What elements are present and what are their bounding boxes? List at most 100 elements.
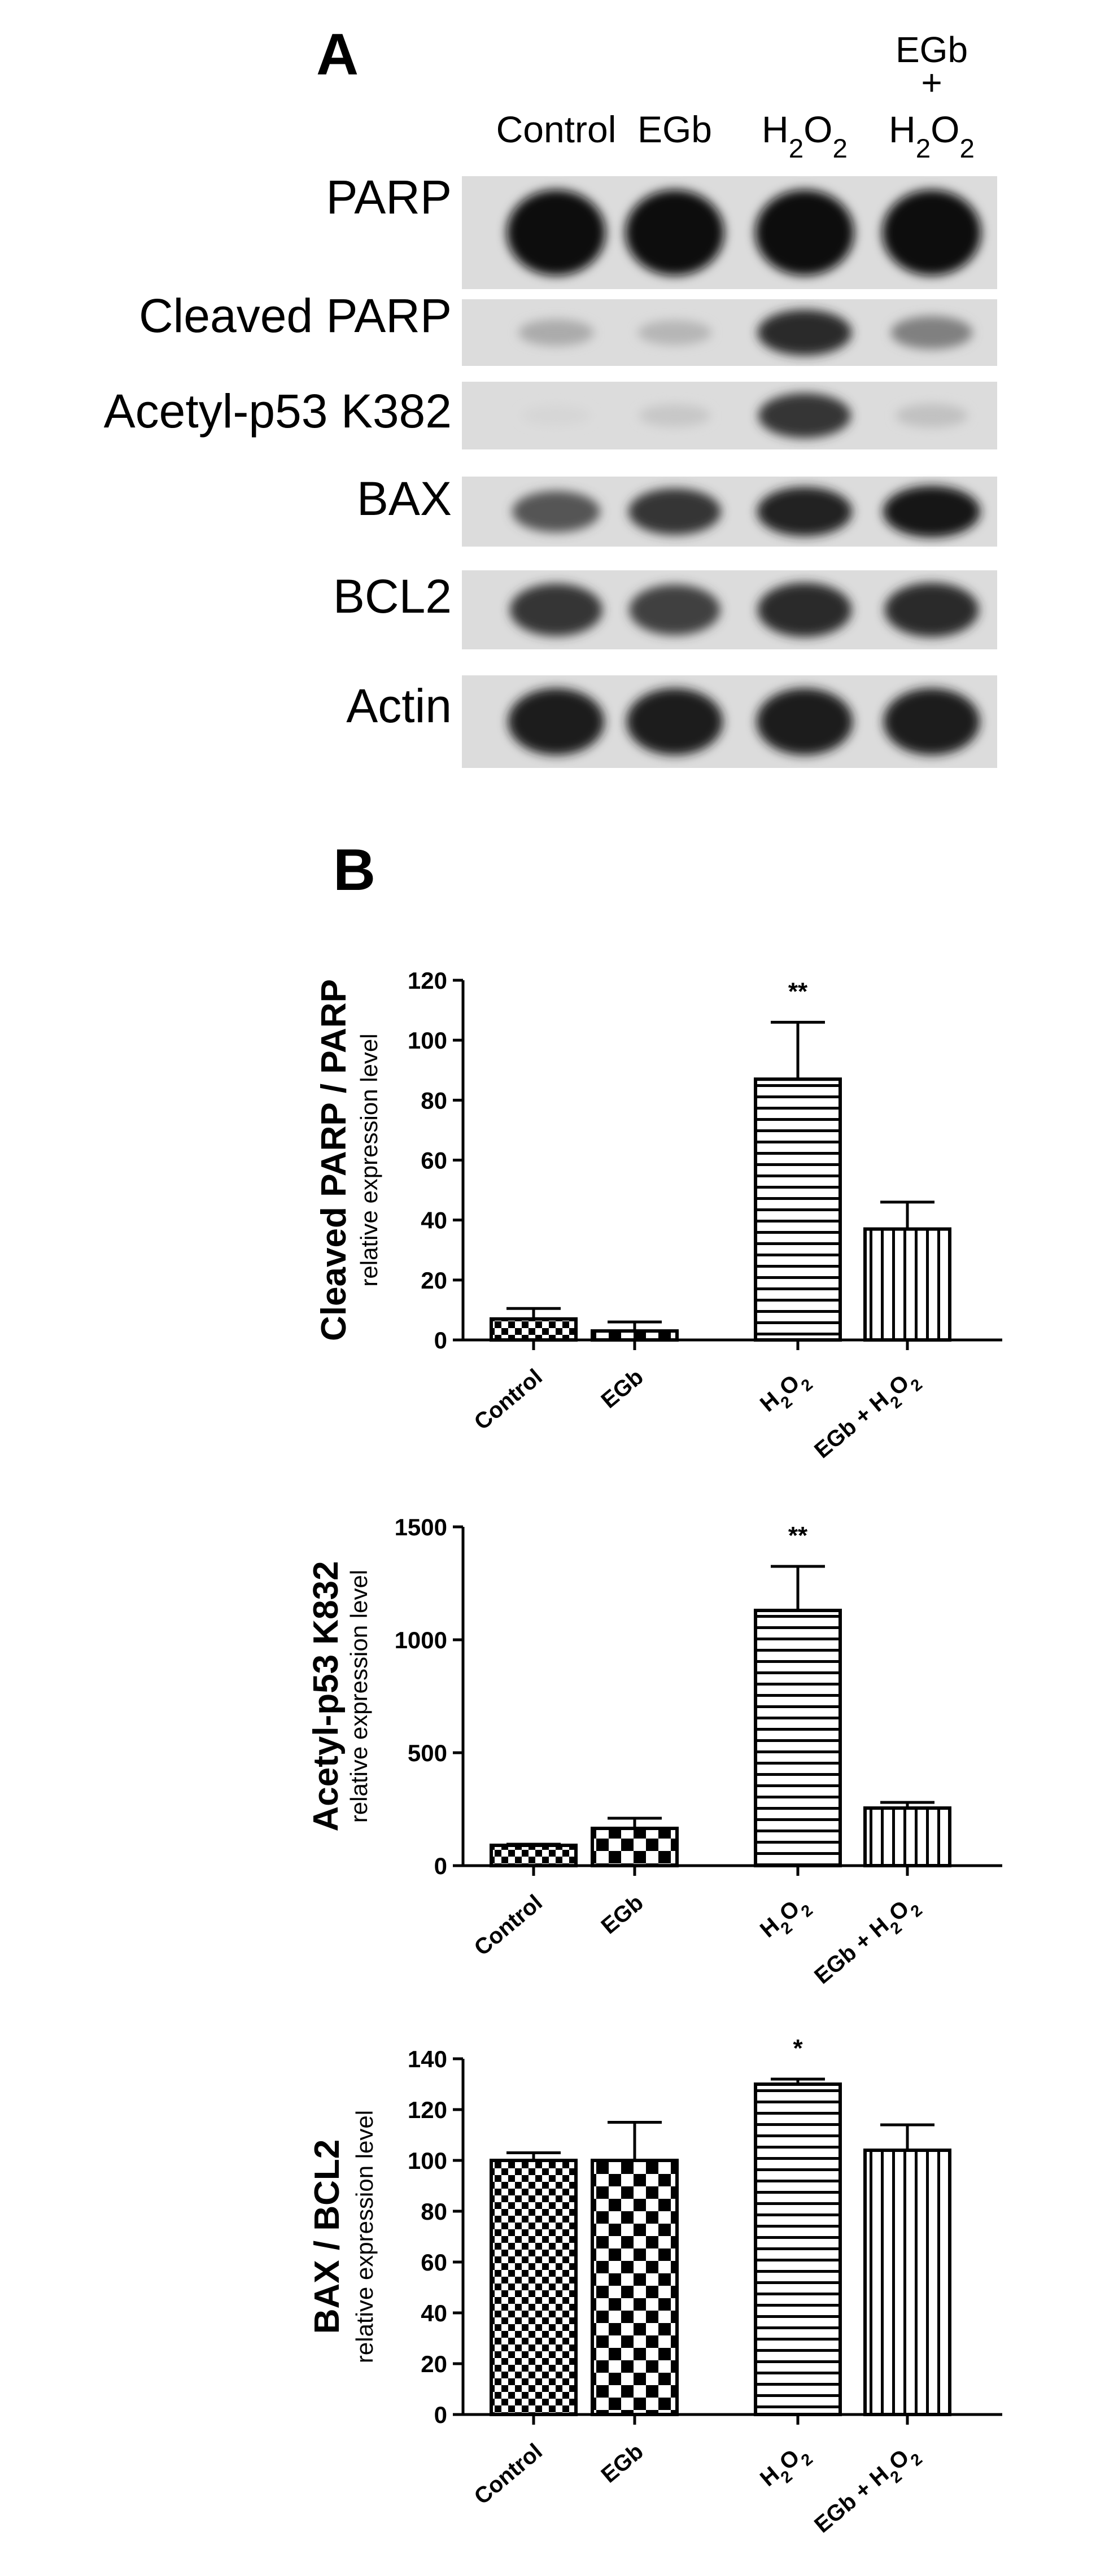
blot-band (883, 486, 981, 538)
lane-header-label: H2O2 (762, 108, 848, 164)
x-tick-label: H2O2 (755, 1890, 816, 1949)
blot-band (625, 190, 724, 276)
blot-label: Acetyl-p53 K382 (104, 385, 452, 438)
blot-label: BCL2 (333, 570, 452, 623)
x-tick-label: H2O2 (755, 1364, 816, 1423)
lane-header-2: EGb (637, 108, 712, 150)
significance-marker: * (793, 2034, 803, 2062)
x-tick-label: H2O2 (755, 2439, 816, 2498)
blot-band (508, 688, 605, 756)
y-tick-label: 20 (421, 2351, 447, 2377)
blot-band (518, 319, 594, 346)
significance-marker: ** (788, 977, 808, 1005)
chart-cleaved-parp: Cleaved PARP / PARP relative expression l… (315, 967, 1002, 1469)
bar (591, 1827, 679, 1867)
panel-b-letter: B (333, 837, 375, 903)
blot-band (755, 190, 854, 276)
lane-header-line: EGb (896, 29, 968, 70)
x-tick-label: EGb (597, 1890, 648, 1939)
x-tick-label: EGb + H2O2 (810, 2439, 926, 2544)
blot-band (639, 404, 711, 427)
y-tick-label: 40 (421, 1207, 447, 1234)
blot-row: BCL2 (333, 570, 997, 649)
y-tick-label: 500 (408, 1740, 447, 1766)
bar (754, 2082, 842, 2416)
x-tick-label: Control (470, 2439, 547, 2509)
y-axis-title: BAX / BCL2 (308, 2140, 347, 2334)
bar (754, 1077, 842, 1342)
blot-band (629, 584, 720, 635)
blot-band (756, 688, 853, 756)
bar (490, 1844, 578, 1867)
y-axis-subtitle: relative expression level (356, 1033, 382, 1286)
y-tick-label: 60 (421, 2249, 447, 2276)
x-tick-label: Control (470, 1890, 547, 1961)
lane-header-3: H2O2 (762, 108, 848, 164)
bar (863, 1227, 951, 1342)
blot-row: Actin (346, 675, 997, 768)
blot-band (757, 487, 853, 536)
lane-header-label: EGb (637, 108, 712, 150)
blot-label: BAX (357, 472, 452, 525)
blot-band (626, 688, 723, 756)
x-tick-label: Control (470, 1364, 547, 1435)
blot-band (521, 405, 591, 426)
y-tick-label: 80 (421, 1087, 447, 1114)
lane-header-4: EGb+ H2O2 (889, 29, 975, 164)
lane-header-label: Control (496, 108, 617, 150)
panel-a-letter: A (316, 22, 359, 88)
lane-header-1: Control (496, 108, 617, 150)
x-tick-label: EGb + H2O2 (810, 1890, 926, 1995)
bar (490, 1317, 578, 1342)
blot-band (890, 316, 973, 350)
y-tick-label: 80 (421, 2198, 447, 2225)
x-tick-label: EGb (597, 1364, 648, 1413)
y-tick-label: 0 (434, 2402, 447, 2428)
x-tick-label: EGb + H2O2 (810, 1364, 926, 1469)
y-tick-label: 20 (421, 1267, 447, 1294)
blot-label: Cleaved PARP (139, 289, 452, 342)
blot-row: PARP (326, 171, 997, 289)
y-tick-label: 100 (408, 2147, 447, 2174)
y-axis-title: Cleaved PARP / PARP (315, 979, 353, 1341)
bar (754, 1609, 842, 1867)
blot-rows: PARP Cleaved PARP Acetyl-p53 K382 BAX BCL2 Ac… (104, 171, 997, 768)
bar (863, 1806, 951, 1867)
chart-acetyl-p53: Acetyl-p53 K832 relative expression level… (307, 1514, 1002, 1995)
bar (591, 1329, 679, 1342)
lane-header-label: H2O2 (889, 108, 975, 164)
y-tick-label: 120 (408, 967, 447, 994)
y-tick-label: 120 (408, 2097, 447, 2123)
bar (490, 2159, 578, 2416)
y-tick-label: 0 (434, 1853, 447, 1879)
x-tick-label: EGb (597, 2439, 648, 2488)
y-tick-label: 60 (421, 1147, 447, 1174)
blot-row: Acetyl-p53 K382 (104, 382, 997, 449)
y-axis-title: Acetyl-p53 K832 (307, 1561, 346, 1831)
blot-band (510, 583, 602, 636)
blot-band (895, 403, 968, 428)
y-tick-label: 40 (421, 2300, 447, 2326)
panel-b-bar-charts: B Cleaved PARP / PARP relative expression… (307, 837, 1002, 2544)
y-tick-label: 140 (408, 2046, 447, 2072)
blot-band (884, 582, 979, 638)
blot-label: Actin (346, 679, 452, 732)
lane-header-line: + (921, 62, 942, 103)
significance-marker: ** (788, 1522, 808, 1549)
blot-band (757, 582, 852, 638)
blot-band (882, 190, 981, 276)
y-tick-label: 1000 (395, 1627, 447, 1653)
bar (863, 2149, 951, 2416)
y-axis-subtitle: relative expression level (351, 2110, 378, 2363)
y-tick-label: 100 (408, 1027, 447, 1054)
blot-band (628, 488, 721, 535)
blot-band (637, 320, 712, 346)
blot-row: BAX (357, 472, 997, 547)
y-axis-subtitle: relative expression level (346, 1570, 372, 1823)
blot-band (758, 393, 851, 438)
y-tick-label: 1500 (395, 1514, 447, 1540)
